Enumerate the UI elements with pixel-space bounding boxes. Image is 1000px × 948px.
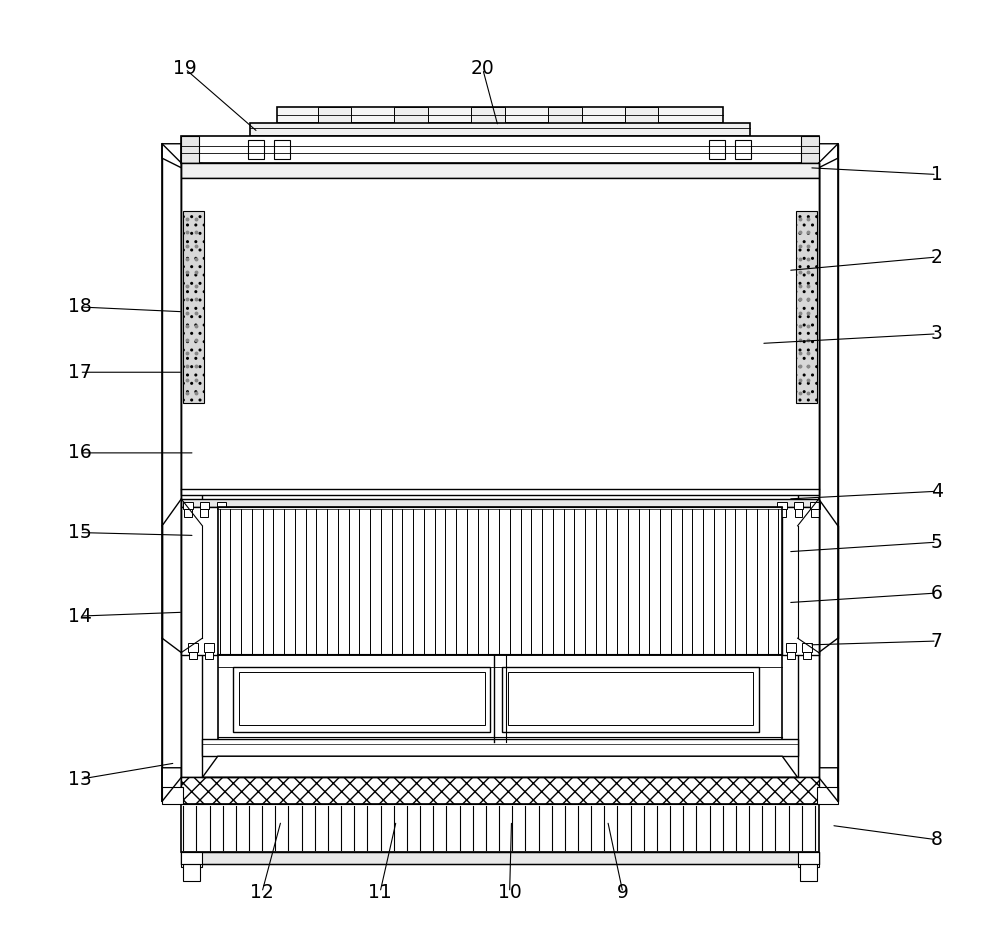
Bar	[200, 508, 208, 518]
Text: 13: 13	[68, 770, 91, 789]
Polygon shape	[819, 768, 838, 801]
Bar	[782, 506, 819, 655]
Text: 14: 14	[68, 607, 91, 626]
Bar	[778, 508, 786, 518]
Bar	[183, 864, 200, 881]
Text: 5: 5	[931, 533, 943, 552]
Bar	[250, 122, 750, 137]
Text: 1: 1	[931, 165, 943, 184]
Bar	[802, 643, 812, 651]
Bar	[798, 163, 819, 777]
Text: 18: 18	[68, 298, 91, 317]
Bar	[181, 163, 819, 178]
Bar	[810, 501, 820, 508]
Bar	[162, 787, 183, 804]
Bar	[218, 655, 782, 742]
Bar	[181, 852, 819, 864]
Text: 19: 19	[173, 60, 197, 79]
Bar	[735, 140, 751, 159]
Bar	[162, 144, 181, 801]
Bar	[796, 211, 817, 403]
Bar	[800, 864, 817, 881]
Bar	[181, 777, 819, 804]
Text: 15: 15	[68, 523, 91, 542]
Bar	[217, 501, 226, 508]
Polygon shape	[162, 144, 181, 168]
Bar	[819, 144, 838, 801]
Bar	[277, 107, 723, 122]
Bar	[548, 107, 582, 122]
Text: 12: 12	[250, 883, 274, 902]
Text: 7: 7	[931, 631, 943, 650]
Bar	[218, 508, 225, 518]
Bar	[811, 508, 819, 518]
Bar	[183, 501, 193, 508]
Bar	[181, 499, 819, 506]
Polygon shape	[202, 757, 798, 777]
Bar	[801, 137, 819, 163]
Bar	[471, 107, 505, 122]
Text: 9: 9	[617, 883, 629, 902]
Bar	[318, 107, 351, 122]
Text: 11: 11	[368, 883, 392, 902]
Bar	[508, 672, 753, 724]
Bar	[184, 508, 192, 518]
Bar	[798, 852, 819, 866]
Bar	[218, 506, 782, 655]
Text: 17: 17	[68, 363, 91, 382]
Bar	[794, 501, 803, 508]
Text: 4: 4	[931, 482, 943, 501]
Bar	[202, 738, 798, 757]
Bar	[181, 506, 218, 655]
Text: 16: 16	[68, 444, 91, 463]
Bar	[777, 501, 787, 508]
Bar	[181, 178, 819, 495]
Bar	[795, 508, 802, 518]
Bar	[181, 137, 819, 163]
Text: 20: 20	[471, 60, 495, 79]
Bar	[189, 651, 197, 659]
Bar	[817, 787, 838, 804]
Bar	[181, 804, 819, 852]
Text: 10: 10	[498, 883, 521, 902]
Text: 6: 6	[931, 584, 943, 603]
Bar	[188, 643, 198, 651]
Bar	[239, 672, 485, 724]
Bar	[200, 501, 209, 508]
Bar	[248, 140, 264, 159]
Bar	[181, 137, 199, 163]
Text: 8: 8	[931, 830, 943, 849]
Bar	[181, 852, 202, 866]
Bar	[803, 651, 811, 659]
Bar	[274, 140, 290, 159]
Text: 2: 2	[931, 247, 943, 266]
Bar	[786, 643, 796, 651]
Bar	[394, 107, 428, 122]
Bar	[183, 211, 204, 403]
Bar	[204, 643, 214, 651]
Polygon shape	[819, 144, 838, 168]
Bar	[205, 651, 213, 659]
Bar	[181, 163, 202, 777]
Bar	[709, 140, 725, 159]
Polygon shape	[162, 768, 181, 801]
Text: 3: 3	[931, 324, 943, 343]
Bar	[787, 651, 795, 659]
Bar	[233, 667, 490, 732]
Bar	[502, 667, 759, 732]
Bar	[625, 107, 658, 122]
